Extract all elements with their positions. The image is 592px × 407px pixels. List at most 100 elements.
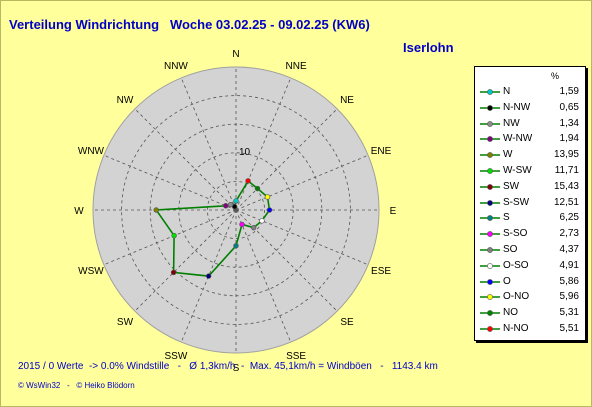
legend-label: SO xyxy=(503,244,518,255)
legend-swatch xyxy=(480,262,500,269)
legend-swatch xyxy=(480,104,500,111)
marker-w-nw xyxy=(223,203,229,209)
legend-item-s-sw: S-SW 12,51 xyxy=(475,196,585,211)
legend-label: W xyxy=(503,149,513,161)
legend-item-sw: SW 15,43 xyxy=(475,180,585,195)
direction-label-wnw: WNW xyxy=(78,146,105,157)
marker-sw xyxy=(170,269,177,276)
legend-value: 12,51 xyxy=(553,196,579,208)
legend-unit: % xyxy=(551,71,560,81)
marker-o xyxy=(266,207,273,213)
legend-label: N xyxy=(503,86,511,97)
direction-label-w: W xyxy=(74,206,84,217)
legend-item-o: O 5,86 xyxy=(475,275,585,290)
legend-swatch xyxy=(480,199,500,206)
legend-value: 5,51 xyxy=(559,323,579,334)
legend-label: SW xyxy=(503,180,520,192)
legend-swatch xyxy=(480,310,500,317)
legend-value: 6,25 xyxy=(559,212,579,224)
legend-label: O-SO xyxy=(503,259,529,271)
direction-label-nnw: NNW xyxy=(164,61,188,72)
marker-n xyxy=(233,198,239,204)
direction-label-sse: SSE xyxy=(286,351,306,362)
marker-o-so xyxy=(259,218,265,224)
legend-value: 5,96 xyxy=(559,291,579,303)
marker-w xyxy=(153,207,159,213)
direction-label-e: E xyxy=(390,206,397,217)
marker-no xyxy=(254,185,261,192)
direction-label-se: SE xyxy=(340,317,354,328)
legend-label: N-NW xyxy=(503,101,531,113)
legend: % N 1,59 N-NW 0,65 NW 1,34 W-NW 1,94 W 13,95 W-SW 1… xyxy=(474,66,586,341)
legend-swatch xyxy=(480,231,500,238)
legend-value: 0,65 xyxy=(559,101,579,113)
legend-value: 11,71 xyxy=(554,165,579,176)
legend-item-no: NO 5,31 xyxy=(475,306,585,321)
legend-value: 1,59 xyxy=(559,86,579,97)
legend-item-s: S 6,25 xyxy=(475,211,585,226)
legend-label: N-NO xyxy=(503,323,529,334)
legend-value: 13,95 xyxy=(553,149,579,161)
legend-item-n: N 1,59 xyxy=(475,85,585,100)
marker-s-sw xyxy=(205,273,212,279)
legend-swatch xyxy=(480,326,500,332)
legend-swatch xyxy=(480,183,500,190)
direction-label-ene: ENE xyxy=(371,146,392,157)
legend-swatch xyxy=(480,278,500,285)
legend-swatch xyxy=(480,247,500,253)
legend-value: 1,34 xyxy=(559,117,579,129)
legend-item-n-no: N-NO 5,51 xyxy=(475,322,585,337)
legend-label: O xyxy=(503,275,511,287)
legend-swatch xyxy=(480,215,500,222)
legend-swatch xyxy=(480,152,500,159)
legend-label: W-SW xyxy=(503,165,532,176)
marker-so xyxy=(250,224,257,231)
marker-o-no xyxy=(264,194,271,200)
legend-swatch xyxy=(480,120,500,127)
location-label: Iserlohn xyxy=(403,40,454,55)
marker-w-sw xyxy=(171,232,177,239)
marker-n-no xyxy=(245,178,251,184)
marker-nw xyxy=(227,201,234,208)
legend-item-s-so: S-SO 2,73 xyxy=(475,227,585,242)
legend-swatch xyxy=(480,89,500,95)
legend-item-so: SO 4,37 xyxy=(475,243,585,258)
legend-item-w: W 13,95 xyxy=(475,148,585,163)
legend-label: S-SW xyxy=(503,196,530,208)
legend-label: S xyxy=(503,212,510,224)
legend-value: 1,94 xyxy=(559,133,579,145)
footer-credits: © WsWin32 - © Heiko Blödorn xyxy=(18,381,135,390)
legend-swatch xyxy=(480,136,500,143)
direction-label-ese: ESE xyxy=(371,266,391,277)
legend-label: W-NW xyxy=(503,133,533,145)
legend-label: S-SO xyxy=(503,228,528,240)
legend-swatch xyxy=(480,294,500,301)
direction-label-ne: NE xyxy=(340,95,354,106)
legend-value: 4,91 xyxy=(559,259,579,271)
direction-label-n: N xyxy=(232,49,239,60)
grid-ring xyxy=(206,180,265,239)
direction-label-nw: NW xyxy=(117,95,134,106)
direction-label-sw: SW xyxy=(117,317,134,328)
legend-value: 5,86 xyxy=(559,275,579,287)
legend-label: O-NO xyxy=(503,291,530,303)
direction-label-ssw: SSW xyxy=(165,351,188,362)
direction-label-s: S xyxy=(233,363,240,374)
direction-label-nne: NNE xyxy=(286,61,307,72)
marker-s-so xyxy=(239,221,245,228)
grid-ring xyxy=(178,152,294,268)
marker-s xyxy=(233,243,239,249)
legend-swatch xyxy=(480,168,500,174)
legend-item-n-nw: N-NW 0,65 xyxy=(475,101,585,116)
legend-value: 5,31 xyxy=(559,307,579,319)
footer-stats: 2015 / 0 Werte -> 0.0% Windstille - Ø 1,… xyxy=(18,361,438,372)
legend-label: NW xyxy=(503,117,520,129)
ring-label: 10 xyxy=(239,147,251,158)
legend-item-nw: NW 1,34 xyxy=(475,117,585,132)
legend-value: 15,43 xyxy=(553,180,579,192)
legend-value: 4,37 xyxy=(559,244,579,255)
legend-item-o-so: O-SO 4,91 xyxy=(475,259,585,274)
chart-title: Verteilung Windrichtung Woche 03.02.25 -… xyxy=(9,17,370,32)
legend-item-w-nw: W-NW 1,94 xyxy=(475,132,585,147)
